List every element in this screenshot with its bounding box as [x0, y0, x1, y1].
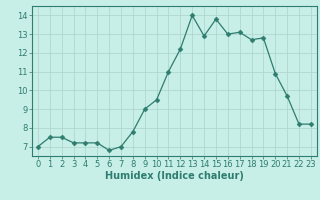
X-axis label: Humidex (Indice chaleur): Humidex (Indice chaleur): [105, 171, 244, 181]
